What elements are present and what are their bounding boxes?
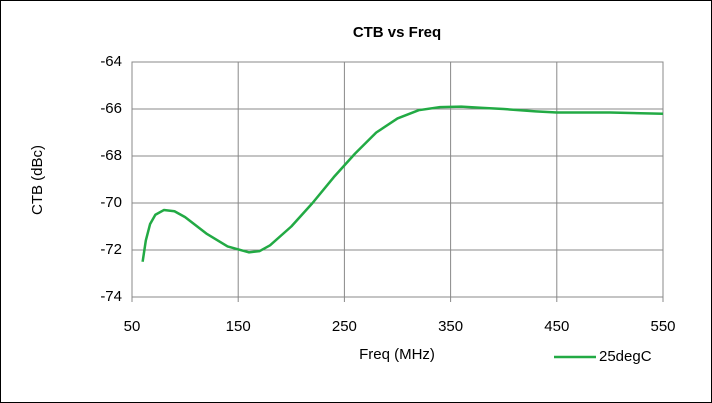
y-tick-label: -68	[100, 147, 122, 164]
x-tick-label: 150	[226, 318, 251, 335]
chart-title: CTB vs Freq	[353, 24, 441, 41]
plot-area	[131, 61, 664, 298]
y-tick-label: -70	[100, 194, 122, 211]
x-tick-label: 450	[544, 318, 569, 335]
data-line	[141, 105, 664, 262]
x-tick-label: 50	[124, 318, 141, 335]
x-axis-title: Freq (MHz)	[359, 346, 435, 363]
y-tick-label: -74	[100, 288, 122, 305]
x-tick-label: 550	[650, 318, 675, 335]
y-tick-label: -66	[100, 100, 122, 117]
x-tick-label: 350	[438, 318, 463, 335]
y-tick-label: -72	[100, 241, 122, 258]
y-axis-title: CTB (dBc)	[29, 145, 46, 215]
x-tick-label: 250	[332, 318, 357, 335]
y-tick-label: -64	[100, 53, 122, 70]
legend-label: 25degC	[599, 348, 652, 365]
